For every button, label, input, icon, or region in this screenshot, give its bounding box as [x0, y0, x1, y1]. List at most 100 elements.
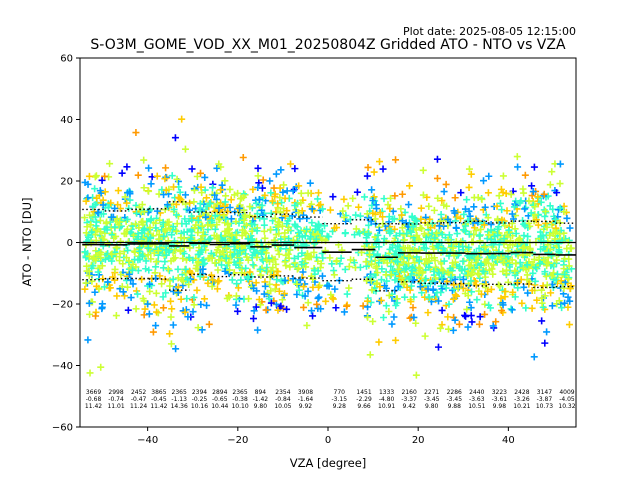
- bin-stat-label: -3.45: [446, 396, 462, 403]
- data-point: [319, 205, 327, 213]
- data-point: [546, 231, 554, 239]
- data-point: [499, 267, 507, 275]
- data-point: [425, 263, 433, 271]
- data-point: [258, 201, 266, 209]
- data-point: [113, 292, 121, 300]
- data-point: [293, 280, 301, 288]
- data-point: [565, 321, 573, 329]
- data-point: [425, 294, 433, 302]
- data-point: [313, 300, 321, 308]
- data-point: [435, 268, 443, 276]
- data-point: [254, 184, 262, 192]
- data-point: [451, 258, 459, 266]
- data-point: [324, 281, 332, 289]
- data-point: [558, 304, 566, 312]
- data-point: [415, 269, 423, 277]
- data-point: [156, 216, 164, 224]
- data-point: [483, 235, 491, 243]
- bin-stat-label: 10.21: [513, 403, 530, 410]
- data-point: [366, 351, 374, 359]
- data-point: [372, 240, 380, 248]
- data-point: [356, 263, 364, 271]
- data-point: [511, 293, 519, 301]
- data-point: [374, 269, 382, 277]
- data-point: [250, 307, 258, 315]
- data-point: [462, 222, 470, 230]
- data-point: [119, 260, 127, 268]
- y-tick-label: −60: [52, 423, 73, 434]
- data-point: [197, 169, 205, 177]
- data-point: [280, 290, 288, 298]
- data-point: [400, 268, 408, 276]
- data-point: [303, 321, 311, 329]
- data-point: [495, 192, 503, 200]
- data-point: [546, 181, 554, 189]
- data-point: [226, 266, 234, 274]
- data-point: [521, 222, 529, 230]
- data-point: [120, 229, 128, 237]
- data-point: [166, 330, 174, 338]
- data-point: [127, 294, 135, 302]
- data-point: [496, 282, 504, 290]
- data-point: [198, 222, 206, 230]
- data-point: [258, 246, 266, 254]
- data-point: [543, 262, 551, 270]
- data-point: [209, 184, 217, 192]
- data-point: [398, 224, 406, 232]
- data-point: [438, 230, 446, 238]
- data-point: [452, 224, 460, 232]
- data-point: [92, 312, 100, 320]
- data-point: [384, 201, 392, 209]
- data-point: [380, 257, 388, 265]
- data-point: [462, 312, 470, 320]
- data-point: [442, 180, 450, 188]
- data-point: [360, 193, 368, 201]
- data-point: [430, 245, 438, 253]
- bin-stat-label: -0.84: [275, 396, 291, 403]
- data-point: [434, 194, 442, 202]
- bin-stat-label: -4.05: [559, 396, 575, 403]
- data-point: [502, 189, 510, 197]
- data-point: [409, 276, 417, 284]
- data-point: [340, 213, 348, 221]
- data-point: [484, 287, 492, 295]
- data-point: [199, 265, 207, 273]
- data-point: [464, 323, 472, 331]
- data-point: [226, 248, 234, 256]
- data-point: [249, 315, 257, 323]
- data-point: [135, 203, 143, 211]
- data-point: [252, 199, 260, 207]
- x-axis-ticks: −40 −20 0 20 40: [137, 427, 515, 446]
- data-point: [465, 243, 473, 251]
- bin-stat-label: 9.80: [425, 403, 439, 410]
- bin-stat-label: 9.88: [448, 403, 462, 410]
- data-point: [164, 265, 172, 273]
- data-point: [123, 199, 131, 207]
- data-point: [387, 262, 395, 270]
- data-point: [163, 201, 171, 209]
- data-point: [424, 285, 432, 293]
- data-point: [390, 313, 398, 321]
- data-point: [139, 217, 147, 225]
- data-point: [255, 179, 263, 187]
- data-point: [399, 244, 407, 252]
- bin-stat-label: 14.36: [171, 403, 188, 410]
- data-point: [408, 213, 416, 221]
- data-point: [114, 201, 122, 209]
- data-point: [431, 234, 439, 242]
- data-point: [496, 199, 504, 207]
- data-point: [172, 345, 180, 353]
- data-point: [566, 297, 574, 305]
- data-point: [118, 283, 126, 291]
- data-point: [467, 170, 475, 178]
- data-point: [537, 233, 545, 241]
- data-point: [508, 306, 516, 314]
- data-point: [382, 271, 390, 279]
- data-point: [100, 283, 108, 291]
- data-point: [356, 229, 364, 237]
- data-point: [481, 203, 489, 211]
- data-point: [345, 263, 353, 271]
- data-point: [123, 163, 131, 171]
- data-point: [386, 205, 394, 213]
- data-point: [555, 240, 563, 248]
